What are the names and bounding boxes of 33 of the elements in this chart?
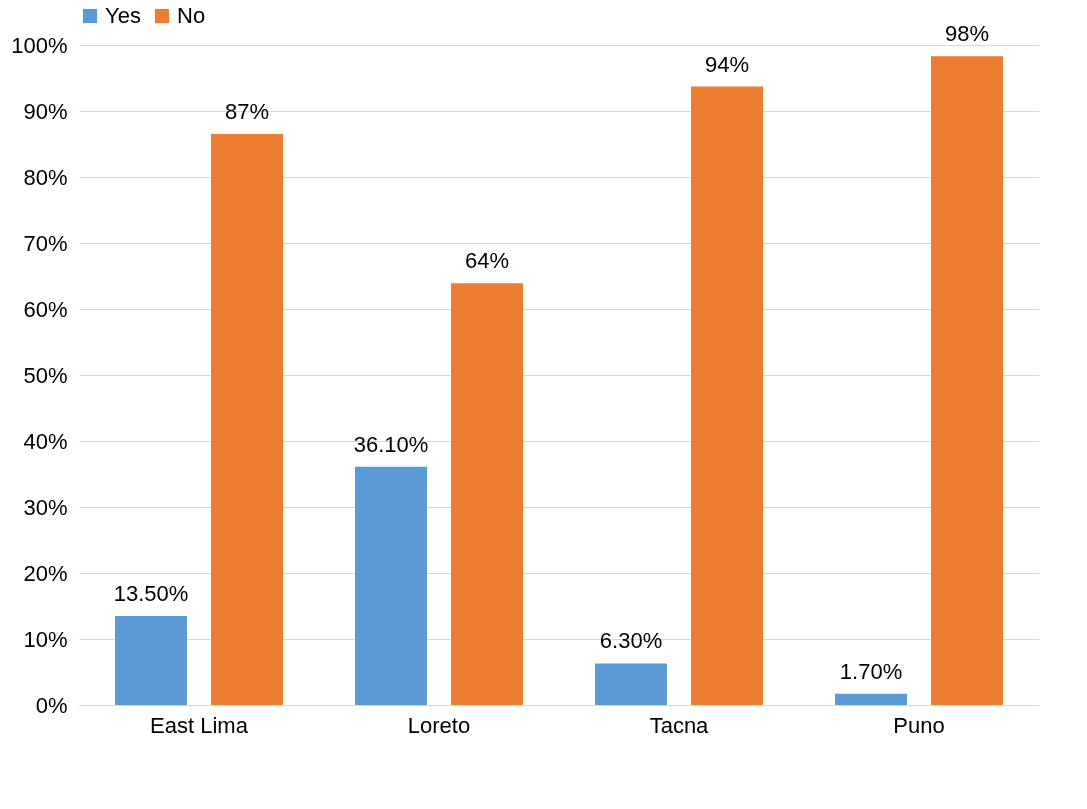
y-tick-label: 80% [23, 164, 68, 190]
bar [211, 134, 283, 705]
x-tick-label: Tacna [649, 712, 710, 738]
y-tick-label: 30% [23, 494, 68, 520]
bar [931, 56, 1003, 705]
legend-label: No [177, 3, 206, 28]
bar [835, 693, 907, 705]
y-tick-label: 20% [23, 560, 68, 586]
x-tick-label: Puno [893, 712, 945, 738]
x-tick-label: Loreto [407, 712, 471, 738]
bar [451, 283, 523, 705]
bar [691, 86, 763, 705]
bar [355, 466, 427, 705]
bar [595, 663, 667, 705]
x-tick-label: East Lima [150, 712, 249, 738]
y-tick-label: 70% [23, 230, 68, 256]
data-label: 98% [944, 21, 990, 47]
data-label: 87% [224, 99, 270, 125]
y-tick-label: 90% [23, 98, 68, 124]
data-label: 1.70% [839, 658, 903, 684]
data-label: 36.10% [353, 431, 429, 457]
y-tick-label: 60% [23, 296, 68, 322]
data-label: 64% [464, 248, 510, 274]
bar [115, 615, 187, 705]
y-tick-label: 10% [23, 626, 68, 652]
data-label: 13.50% [113, 580, 189, 606]
y-tick-label: 0% [35, 692, 68, 718]
y-tick-label: 50% [23, 362, 68, 388]
y-tick-label: 40% [23, 428, 68, 454]
legend-label: Yes [105, 3, 141, 28]
data-label: 6.30% [599, 628, 663, 654]
data-label: 94% [704, 51, 750, 77]
y-tick-label: 100% [11, 32, 68, 58]
